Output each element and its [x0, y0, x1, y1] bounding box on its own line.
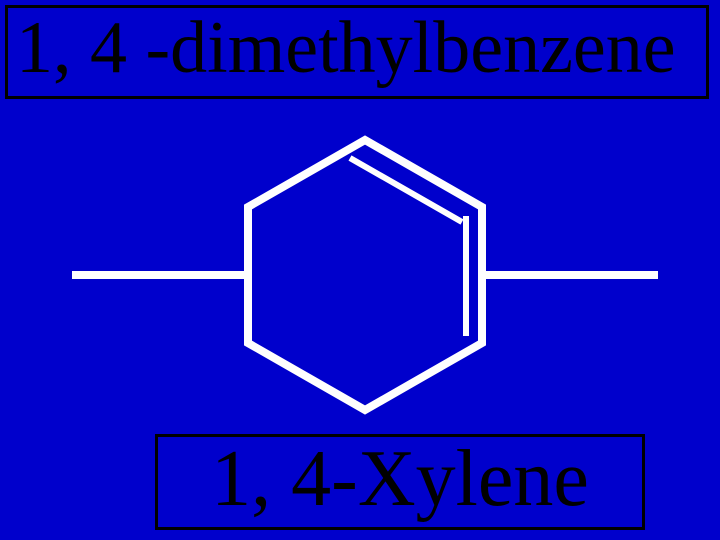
- iupac-name: 1, 4 -dimethylbenzene: [16, 10, 698, 88]
- benzene-ring: [248, 140, 482, 410]
- common-name-box: 1, 4-Xylene: [155, 434, 645, 530]
- iupac-name-box: 1, 4 -dimethylbenzene: [5, 5, 709, 99]
- molecular-structure: [0, 100, 720, 440]
- common-name: 1, 4-Xylene: [168, 437, 632, 521]
